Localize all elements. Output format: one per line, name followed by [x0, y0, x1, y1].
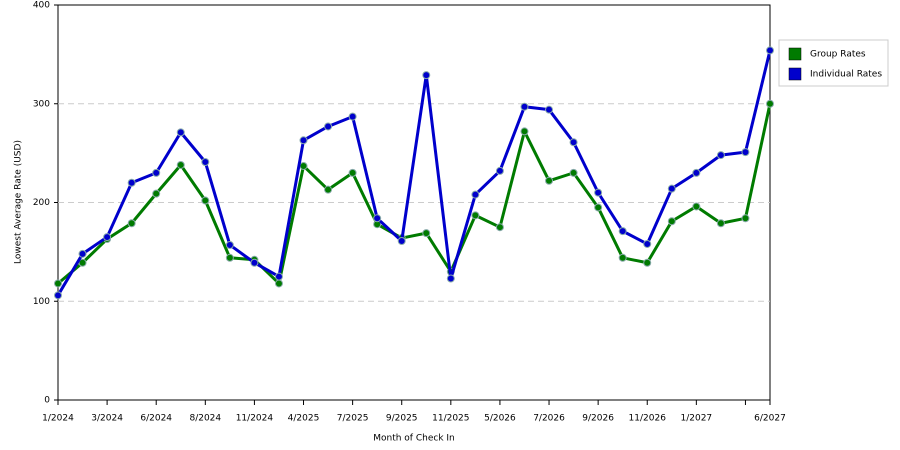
data-point: [103, 233, 112, 242]
data-point: [520, 127, 529, 136]
legend-swatch: [788, 47, 802, 61]
data-point: [152, 168, 161, 177]
data-point: [446, 274, 455, 283]
data-point: [495, 223, 504, 232]
x-tick-label: 11/2024: [236, 414, 274, 424]
x-tick-label: 11/2026: [629, 414, 667, 424]
data-point: [54, 291, 62, 300]
data-point: [225, 253, 234, 262]
legend-label: Group Rates: [810, 50, 866, 60]
x-tick-label: 6/2024: [140, 414, 172, 424]
data-point: [201, 196, 210, 205]
legend-swatch: [788, 67, 802, 81]
data-point: [176, 128, 185, 137]
x-tick-label: 4/2025: [288, 414, 320, 424]
data-point: [299, 161, 308, 170]
data-point: [766, 46, 774, 55]
x-tick-label: 1/2024: [42, 414, 74, 424]
data-point: [692, 168, 701, 177]
data-point: [741, 148, 750, 157]
data-point: [643, 239, 652, 248]
x-tick-label: 7/2025: [337, 414, 369, 424]
data-point: [324, 122, 333, 131]
data-point: [373, 214, 382, 223]
data-point: [78, 249, 87, 258]
data-point: [569, 168, 578, 177]
data-point: [127, 219, 136, 228]
data-point: [471, 211, 480, 220]
data-point: [225, 240, 234, 249]
x-tick-label: 8/2024: [189, 414, 221, 424]
data-point: [422, 71, 431, 80]
y-tick-label: 400: [33, 1, 50, 11]
data-point: [299, 136, 308, 145]
data-point: [594, 188, 603, 197]
data-point: [667, 184, 676, 193]
data-point: [545, 105, 554, 114]
data-point: [274, 279, 283, 288]
series-line: [57, 103, 772, 285]
data-point: [422, 229, 431, 238]
data-point: [54, 279, 62, 288]
y-tick-label: 200: [33, 198, 50, 208]
legend-label: Individual Rates: [810, 70, 882, 80]
data-point: [176, 160, 185, 169]
x-tick-label: 1/2027: [681, 414, 713, 424]
x-tick-label: 9/2026: [582, 414, 614, 424]
data-point: [348, 168, 357, 177]
x-tick-label: 7/2026: [533, 414, 565, 424]
data-point: [397, 237, 406, 246]
x-tick-label: 5/2026: [484, 414, 516, 424]
data-point: [152, 189, 161, 198]
data-point: [692, 202, 701, 211]
data-point: [495, 166, 504, 175]
data-point: [545, 176, 554, 185]
x-axis-label: Month of Check In: [373, 434, 455, 444]
x-tick-label: 6/2027: [754, 414, 786, 424]
data-point: [250, 258, 259, 267]
data-point: [594, 203, 603, 212]
data-point: [274, 272, 283, 281]
data-point: [766, 99, 774, 108]
data-point: [348, 112, 357, 121]
y-tick-label: 100: [33, 297, 50, 307]
data-point: [569, 138, 578, 147]
x-tick-label: 9/2025: [386, 414, 418, 424]
data-point: [78, 258, 87, 267]
data-point: [471, 190, 480, 199]
data-point: [201, 158, 210, 167]
data-point: [667, 217, 676, 226]
data-point: [520, 102, 529, 111]
data-point: [324, 185, 333, 194]
y-tick-label: 300: [33, 99, 50, 109]
data-point: [716, 219, 725, 228]
data-point: [618, 227, 627, 236]
series-line: [56, 50, 772, 297]
data-point: [741, 214, 750, 223]
data-point: [127, 178, 136, 187]
data-point: [618, 253, 627, 262]
x-tick-label: 11/2025: [432, 414, 469, 424]
y-tick-label: 0: [44, 396, 50, 406]
data-point: [716, 151, 725, 160]
x-tick-label: 3/2024: [91, 414, 123, 424]
data-point: [643, 258, 652, 267]
y-axis-label: Lowest Average Rate (USD): [14, 140, 24, 264]
